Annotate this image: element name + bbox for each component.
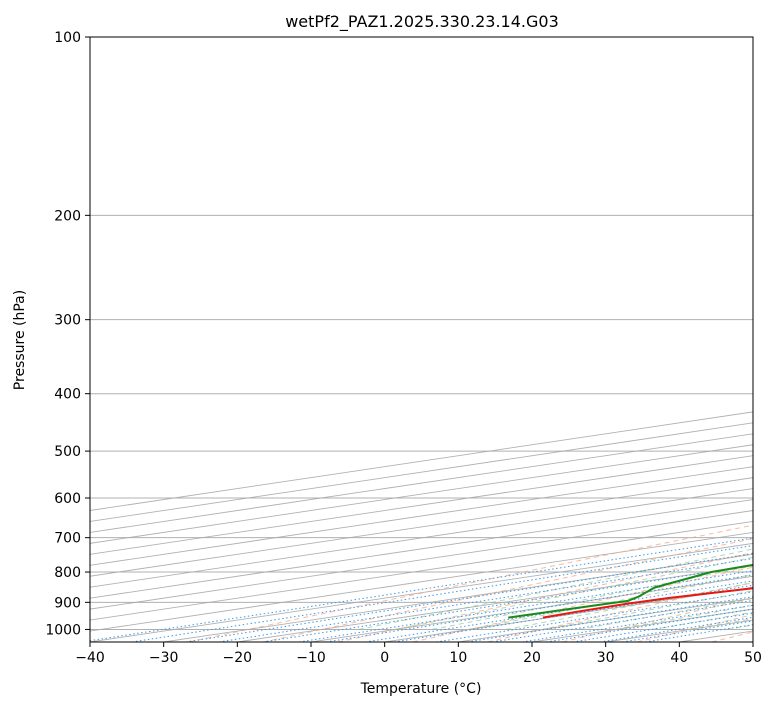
y-tick-label: 800 — [54, 565, 81, 581]
y-tick-label: 900 — [54, 595, 81, 611]
x-axis-label: Temperature (°C) — [360, 681, 482, 697]
y-tick-label: 500 — [54, 444, 81, 460]
isotherm-line — [90, 510, 753, 610]
x-tick-label: −20 — [223, 650, 253, 666]
mixing-ratio-line — [599, 616, 753, 642]
x-tick-label: −30 — [149, 650, 179, 666]
chart-title: wetPf2_PAZ1.2025.330.23.14.G03 — [285, 12, 559, 32]
mixing-ratio-line — [572, 612, 753, 642]
dewpoint-profile-line — [508, 563, 753, 619]
isotherm-line — [90, 521, 753, 621]
y-tick-label: 200 — [54, 208, 81, 224]
moist-adiabat-line — [432, 565, 753, 630]
isotherm-line — [90, 499, 753, 599]
mixing-ratio-line — [131, 545, 753, 642]
mixing-ratio-line — [218, 558, 753, 642]
plot-frame — [89, 36, 754, 643]
y-tick-label: 700 — [54, 531, 81, 547]
gridlines — [90, 37, 753, 642]
isotherm-line — [90, 444, 753, 544]
isotherm-line — [90, 466, 753, 566]
mixing-ratio-line — [492, 600, 753, 642]
x-tick-label: 30 — [597, 650, 615, 666]
x-tick-label: 50 — [744, 650, 762, 666]
isotherm-line — [90, 477, 753, 577]
y-axis-ticks: 100 200 300 400 500 600 700 800 900 1000 — [45, 30, 90, 638]
dry-adiabat-line — [487, 581, 753, 642]
y-axis-label: Pressure (hPa) — [12, 290, 28, 390]
mixing-ratio-line — [90, 537, 753, 642]
x-tick-label: −40 — [75, 650, 105, 666]
y-tick-label: 100 — [54, 30, 81, 46]
mixing-ratio-line — [546, 608, 753, 642]
x-tick-label: 0 — [380, 650, 389, 666]
mixing-ratio-line — [522, 604, 753, 642]
mixing-ratio-line — [185, 553, 753, 642]
y-tick-label: 600 — [54, 491, 81, 507]
x-axis-ticks: −40 −30 −20 −10 0 10 20 30 40 50 — [75, 642, 762, 666]
series-layer — [508, 563, 753, 619]
y-tick-label: 1000 — [45, 622, 81, 638]
x-tick-label: 40 — [670, 650, 688, 666]
dry-adiabat-line — [263, 538, 753, 642]
moist-adiabat-line — [505, 582, 753, 630]
x-tick-label: −10 — [296, 650, 326, 666]
isotherm-line — [90, 531, 753, 632]
y-tick-label: 400 — [54, 387, 81, 403]
x-tick-label: 20 — [523, 650, 541, 666]
isotherm-line — [90, 488, 753, 588]
isotherm-line — [90, 455, 753, 555]
x-tick-label: 10 — [449, 650, 467, 666]
y-tick-label: 300 — [54, 313, 81, 329]
